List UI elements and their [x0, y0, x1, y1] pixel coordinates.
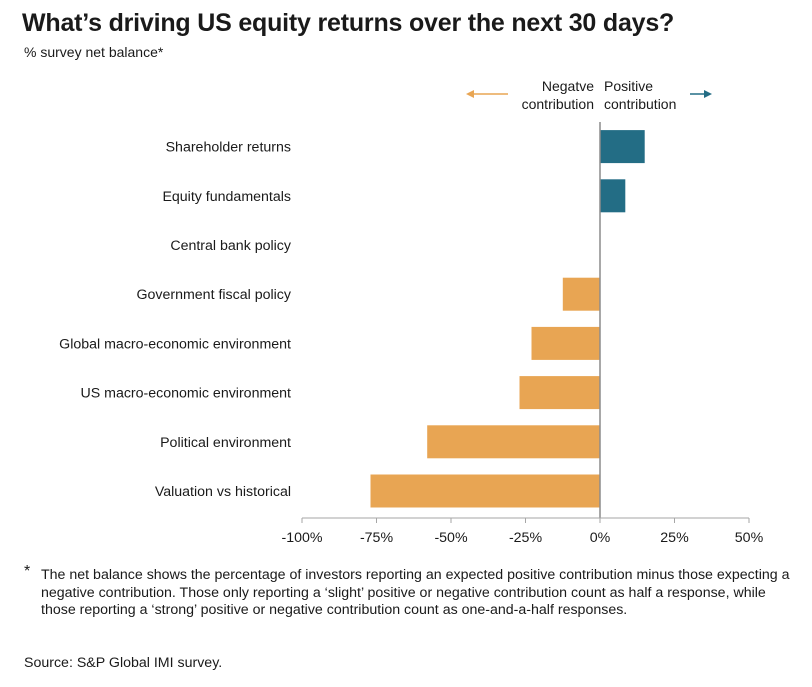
bar-political-environment — [427, 425, 600, 459]
x-tick-label: 25% — [660, 530, 689, 546]
positive-arrow-head — [704, 90, 712, 98]
chart-title: What’s driving US equity returns over th… — [22, 9, 675, 37]
category-label: Government fiscal policy — [136, 287, 291, 303]
x-tick-label: -50% — [434, 530, 468, 546]
category-label: Global macro-economic environment — [59, 336, 291, 352]
bar-chart: Negatve contribution Positive contributi… — [59, 78, 764, 546]
category-label: Shareholder returns — [166, 140, 291, 156]
x-tick-label: 0% — [590, 530, 611, 546]
chart-subtitle: % survey net balance* — [24, 44, 164, 60]
legend-positive-line2: contribution — [604, 96, 676, 112]
footnote-marker: * — [24, 563, 31, 580]
negative-arrow-head — [466, 90, 474, 98]
source-note: Source: S&P Global IMI survey. — [24, 655, 223, 671]
category-label: Central bank policy — [170, 238, 292, 254]
bar-government-fiscal-policy — [562, 277, 601, 311]
legend: Negatve contribution Positive contributi… — [466, 78, 712, 112]
x-tick-label: -100% — [281, 530, 322, 546]
bar-equity-fundamentals — [600, 179, 626, 213]
x-tick-label: -75% — [360, 530, 394, 546]
legend-positive-line1: Positive — [604, 78, 653, 94]
legend-negative-line1: Negatve — [542, 78, 594, 94]
x-tick-label: 50% — [735, 530, 764, 546]
category-label: US macro-economic environment — [80, 386, 291, 402]
bar-us-macro-economic-environment — [519, 376, 600, 410]
legend-negative-line2: contribution — [522, 96, 594, 112]
footnote: * The net balance shows the percentage o… — [24, 563, 794, 620]
category-label: Equity fundamentals — [162, 189, 291, 205]
category-label: Political environment — [160, 435, 291, 451]
bar-global-macro-economic-environment — [531, 326, 600, 360]
bar-valuation-vs-historical — [370, 474, 600, 508]
category-label: Valuation vs historical — [155, 484, 291, 500]
footnote-text: The net balance shows the percentage of … — [41, 567, 790, 618]
bar-shareholder-returns — [600, 130, 645, 164]
x-tick-label: -25% — [509, 530, 543, 546]
